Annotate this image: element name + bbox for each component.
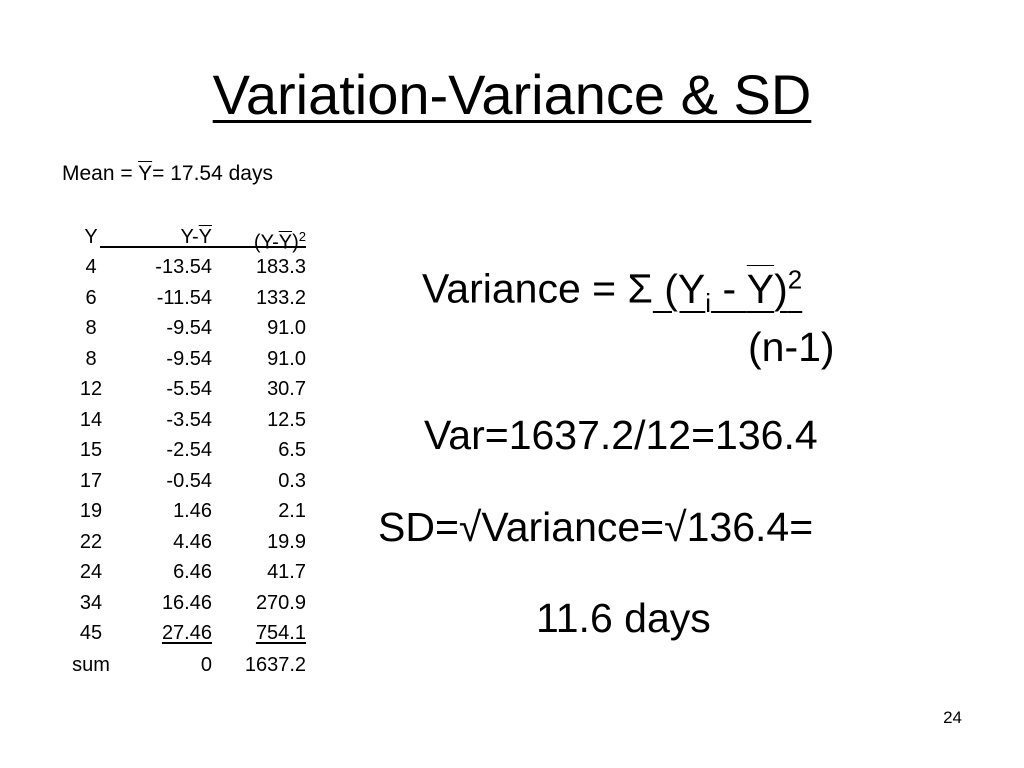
row-squared-deviation: 183.3 xyxy=(255,256,306,278)
row-y-value: 19 xyxy=(79,500,103,522)
row-y-value: 8 xyxy=(85,347,97,370)
row-deviation: -2.54 xyxy=(166,439,212,461)
row-deviation: -11.54 xyxy=(156,286,212,309)
row-y-value: 8 xyxy=(85,317,97,339)
row-y-value: 45 xyxy=(79,622,103,644)
header-squared-deviation: (Y-Y)2 xyxy=(253,229,306,254)
row-squared-deviation: 19.9 xyxy=(267,530,306,553)
page-number: 24 xyxy=(943,708,962,727)
row-deviation: -0.54 xyxy=(166,469,212,492)
row-deviation: -3.54 xyxy=(166,408,212,431)
row-squared-deviation: 91.0 xyxy=(267,317,306,339)
row-deviation: 16.46 xyxy=(161,591,212,614)
row-deviation: 4.46 xyxy=(173,530,212,553)
row-squared-deviation: 6.5 xyxy=(278,439,306,461)
sd-result: 11.6 days xyxy=(536,595,711,641)
variance-calculation: Var=1637.2/12=136.4 xyxy=(424,412,818,458)
row-y-value: 34 xyxy=(79,591,103,614)
sum-deviation: 0 xyxy=(200,654,212,676)
sum-label: sum xyxy=(72,654,110,676)
row-y-value: 12 xyxy=(79,378,103,400)
row-squared-deviation: 133.2 xyxy=(255,286,306,309)
row-squared-deviation: 91.0 xyxy=(267,347,306,370)
row-squared-deviation: 41.7 xyxy=(267,561,306,583)
row-squared-deviation: 270.9 xyxy=(255,591,306,614)
row-y-value: 6 xyxy=(85,286,97,309)
row-deviation: -13.54 xyxy=(155,256,212,278)
row-deviation: -5.54 xyxy=(166,378,212,400)
row-y-value: 14 xyxy=(79,408,103,431)
row-squared-deviation: 754.1 xyxy=(218,618,306,648)
row-deviation: -9.54 xyxy=(166,347,212,370)
row-y-value: 4 xyxy=(85,256,97,278)
row-squared-deviation: 12.5 xyxy=(267,408,306,431)
sd-calculation: SD=√Variance=√136.4= xyxy=(378,504,814,550)
slide-title: Variation-Variance & SD xyxy=(0,62,1024,128)
row-squared-deviation: 0.3 xyxy=(278,469,306,492)
sigma-symbol: Σ xyxy=(627,265,653,312)
row-y-value: 22 xyxy=(79,530,103,553)
variance-formula: Variance = Σ (Yi - Y)2 xyxy=(422,254,802,328)
row-deviation: -9.54 xyxy=(166,317,212,339)
row-squared-deviation: 2.1 xyxy=(278,500,306,522)
formula-numerator: (Yi - Y)2 xyxy=(652,264,803,318)
mean-value: = 17.54 days xyxy=(152,162,273,185)
header-deviation: Y-Y xyxy=(180,226,212,248)
row-squared-deviation-text: 754.1 xyxy=(255,622,306,644)
formula-denominator: (n-1) xyxy=(748,324,835,370)
header-underline xyxy=(100,246,306,248)
row-deviation-text: 27.46 xyxy=(161,622,212,644)
mean-symbol: Y xyxy=(138,162,153,185)
slide-title-text: Variation-Variance & SD xyxy=(212,63,812,126)
row-deviation: 27.46 xyxy=(126,618,212,648)
mean-statement: Mean = Y= 17.54 days xyxy=(62,160,273,188)
header-y: Y xyxy=(84,226,98,248)
row-deviation: 1.46 xyxy=(173,500,212,522)
row-deviation: 6.46 xyxy=(173,561,212,583)
row-squared-deviation: 30.7 xyxy=(267,378,306,400)
formula-label: Variance = xyxy=(422,265,628,312)
sum-squared: 1637.2 xyxy=(244,654,306,676)
row-y-value: 17 xyxy=(79,469,103,492)
mean-prefix: Mean = xyxy=(62,162,139,185)
row-y-value: 24 xyxy=(79,561,103,583)
row-y-value: 15 xyxy=(79,439,103,461)
